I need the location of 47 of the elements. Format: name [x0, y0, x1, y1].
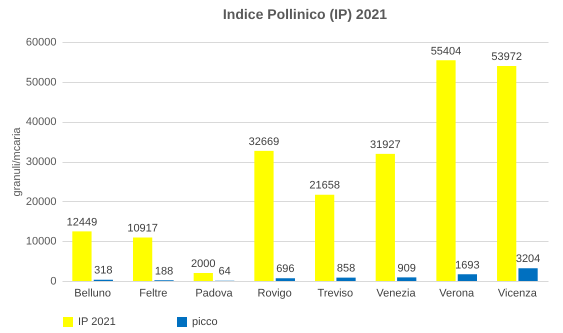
y-tick-label: 20000 — [26, 196, 56, 208]
y-tick-label: 60000 — [26, 36, 56, 48]
y-tick-label: 40000 — [26, 116, 56, 128]
data-label: 55404 — [430, 45, 462, 58]
bar — [315, 194, 334, 281]
bar — [194, 273, 213, 281]
y-tick-label: 10000 — [26, 236, 56, 248]
data-label: 12449 — [66, 216, 98, 228]
bar — [336, 278, 356, 281]
x-tick-label: Belluno — [74, 288, 111, 300]
x-tick-label: Rovigo — [258, 288, 292, 300]
bar — [254, 150, 274, 281]
bar — [376, 154, 395, 281]
bar — [132, 238, 152, 281]
bar — [397, 277, 416, 281]
data-label: 21658 — [309, 180, 340, 192]
y-tick-label: 30000 — [26, 156, 56, 168]
data-label: 188 — [154, 265, 174, 278]
y-tick-label: 0 — [50, 276, 56, 288]
bar — [458, 274, 478, 281]
data-label: 1693 — [455, 259, 480, 272]
x-tick-label: Padova — [195, 288, 234, 300]
data-label: 318 — [94, 264, 113, 277]
data-label: 10917 — [127, 222, 158, 235]
data-label: 858 — [336, 262, 356, 275]
data-label: 32669 — [248, 136, 280, 148]
bar — [276, 278, 295, 281]
bar — [518, 268, 538, 281]
x-tick-label: Venezia — [376, 288, 416, 300]
data-label: 909 — [398, 262, 416, 274]
chart-title: Indice Pollinico (IP) 2021 — [222, 6, 388, 22]
x-tick-label: Treviso — [318, 288, 354, 300]
data-label: 696 — [276, 263, 295, 276]
data-label: 2000 — [191, 258, 216, 270]
y-axis-title: granuli/mcaria — [10, 126, 23, 197]
legend-label: picco — [192, 316, 218, 328]
data-label: 31927 — [370, 138, 401, 151]
x-tick-label: Vicenza — [498, 288, 538, 300]
data-label: 64 — [218, 266, 231, 278]
y-tick-label: 50000 — [26, 76, 56, 88]
data-label: 53972 — [491, 51, 522, 64]
x-tick-label: Verona — [439, 288, 475, 300]
bar — [72, 231, 92, 281]
legend-label: IP 2021 — [78, 316, 116, 328]
bar — [497, 66, 516, 281]
x-tick-label: Feltre — [139, 288, 168, 300]
bar — [436, 60, 456, 281]
